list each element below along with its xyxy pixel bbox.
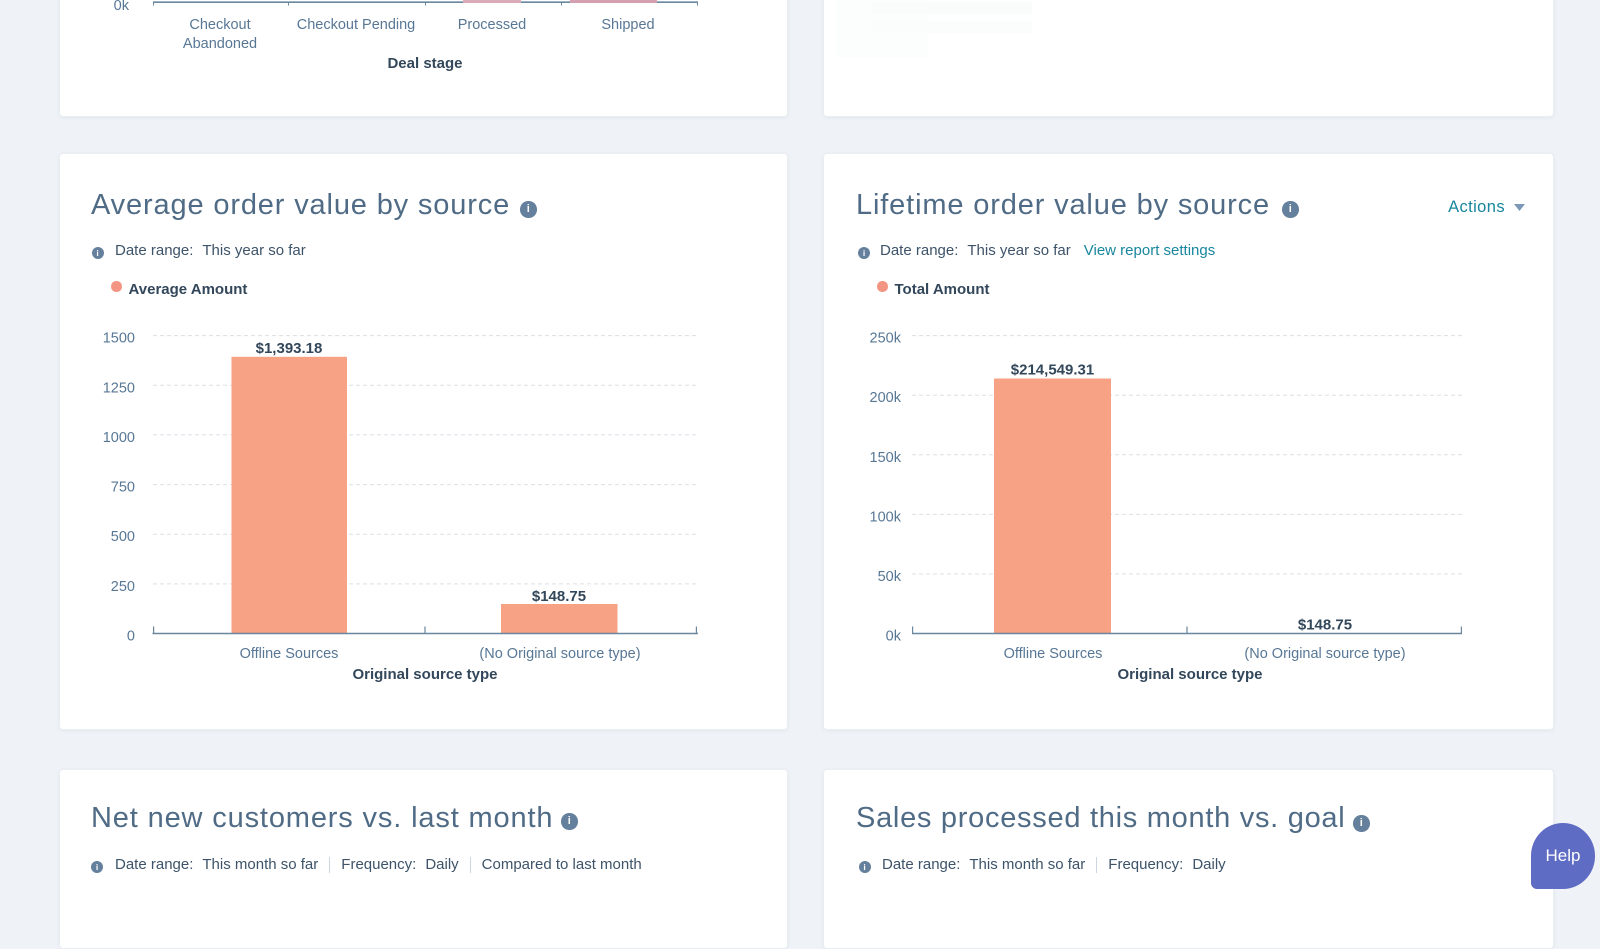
- svg-text:Original source type: Original source type: [1117, 666, 1262, 683]
- svg-text:0: 0: [127, 629, 135, 645]
- svg-text:750: 750: [111, 480, 135, 496]
- svg-text:Original source type: Original source type: [352, 666, 497, 683]
- svg-text:0k: 0k: [886, 629, 902, 645]
- svg-text:Offline Sources: Offline Sources: [1004, 646, 1103, 662]
- svg-text:Deal stage: Deal stage: [387, 55, 462, 72]
- svg-text:200k: 200k: [870, 390, 902, 406]
- svg-text:0k: 0k: [114, 0, 130, 14]
- svg-text:(No Original source type): (No Original source type): [1244, 646, 1405, 662]
- svg-text:$148.75: $148.75: [532, 588, 586, 605]
- svg-text:Offline Sources: Offline Sources: [240, 646, 339, 662]
- svg-text:1250: 1250: [103, 380, 135, 396]
- svg-text:Checkout Pending: Checkout Pending: [297, 17, 416, 33]
- svg-text:500: 500: [111, 529, 135, 545]
- svg-text:Abandoned: Abandoned: [183, 36, 257, 52]
- svg-text:1500: 1500: [103, 331, 135, 347]
- svg-text:Checkout: Checkout: [189, 17, 250, 33]
- svg-text:$148.75: $148.75: [1298, 617, 1352, 634]
- svg-text:150k: 150k: [870, 450, 902, 466]
- svg-text:(No Original source type): (No Original source type): [479, 646, 640, 662]
- svg-text:Shipped: Shipped: [601, 17, 654, 33]
- svg-text:250: 250: [111, 579, 135, 595]
- svg-text:1000: 1000: [103, 430, 135, 446]
- svg-text:50k: 50k: [878, 569, 902, 585]
- svg-text:$214,549.31: $214,549.31: [1011, 362, 1094, 379]
- svg-text:250k: 250k: [870, 331, 902, 347]
- svg-text:100k: 100k: [870, 509, 902, 525]
- svg-text:$1,393.18: $1,393.18: [256, 340, 323, 357]
- svg-text:Processed: Processed: [458, 17, 527, 33]
